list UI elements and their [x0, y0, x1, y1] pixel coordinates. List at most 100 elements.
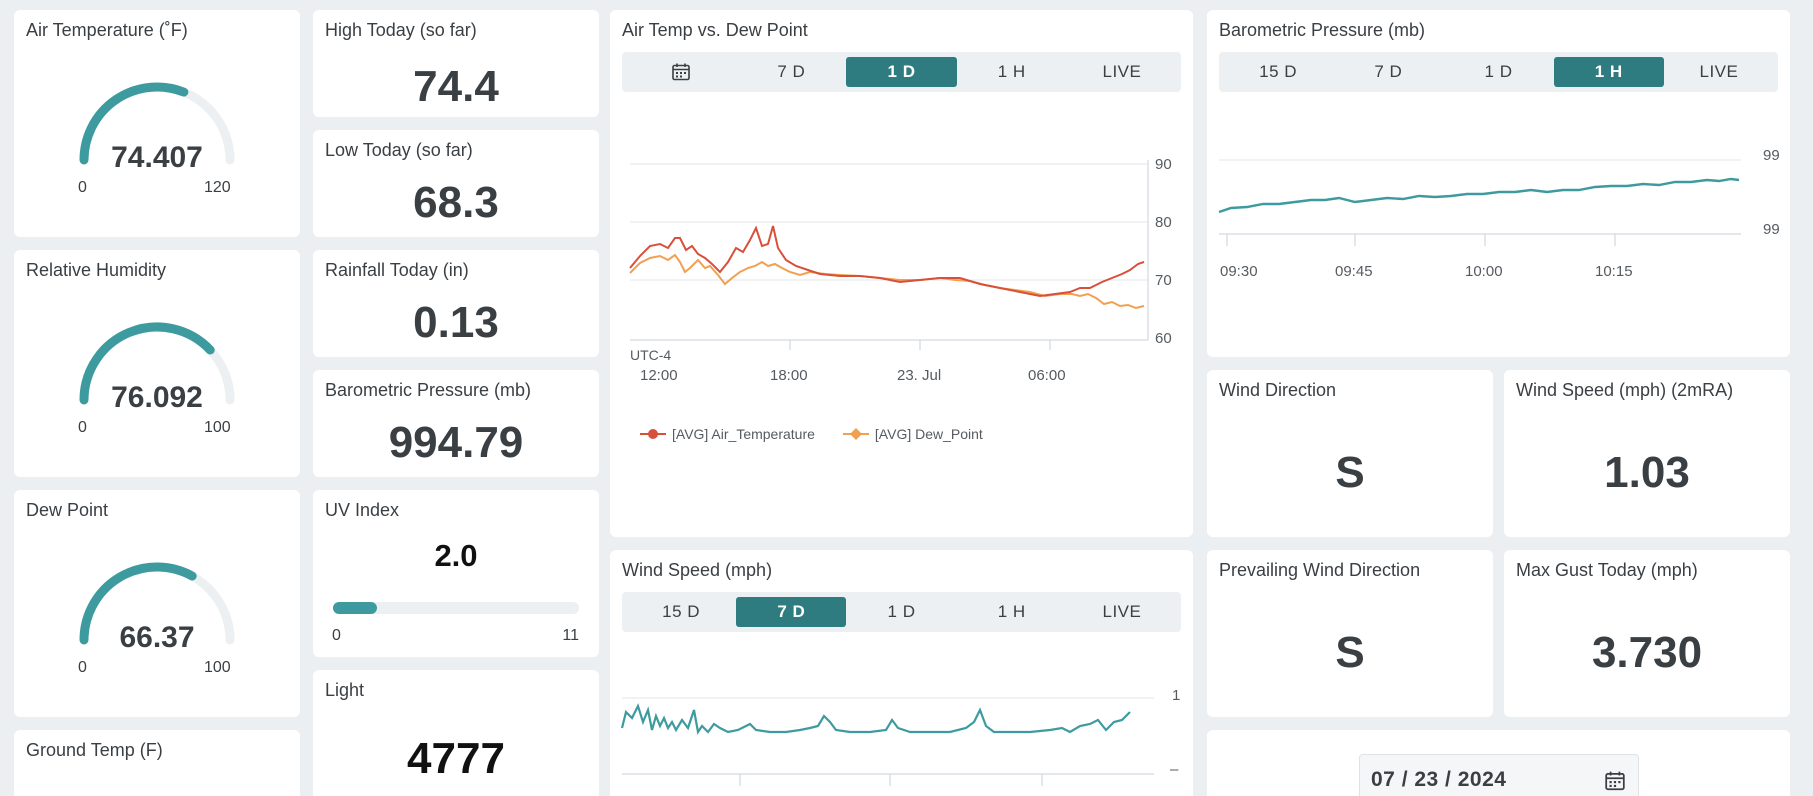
wind-direction-value: S [1335, 448, 1365, 497]
card-title: Air Temp vs. Dew Point [622, 20, 808, 40]
barometric-chart-card: Barometric Pressure (mb) 15 D 7 D 1 D 1 … [1207, 10, 1790, 357]
card-title: UV Index [325, 500, 400, 520]
tab-1h[interactable]: 1 H [997, 62, 1026, 81]
wind-direction-card: Wind Direction S [1207, 370, 1493, 537]
x-tick-label: 09:45 [1335, 263, 1373, 280]
gauge-arc [79, 82, 235, 165]
gauge-arc [79, 562, 235, 645]
card-title: Light [325, 680, 365, 700]
wind-speed-plot: 1 – [620, 687, 1180, 786]
gauge-arc [79, 322, 235, 405]
tab-1d[interactable]: 1 D [887, 602, 916, 621]
prevailing-wind-card: Prevailing Wind Direction S [1207, 550, 1493, 717]
card-title: Ground Temp (F) [26, 740, 163, 760]
x-tick-label: 06:00 [1028, 367, 1066, 384]
y-tick-label: 80 [1155, 214, 1172, 231]
wind-speed-value: 1.03 [1604, 448, 1690, 497]
card-title: Air Temperature (˚F) [26, 20, 188, 40]
air-temp-series-line [629, 225, 1145, 298]
gauge-min: 0 [78, 419, 87, 436]
gauge-value: 66.37 [119, 621, 195, 654]
card-title: Low Today (so far) [325, 140, 473, 160]
stat-value: 68.3 [413, 178, 499, 227]
max-gust-value: 3.730 [1591, 628, 1703, 677]
tab-1d[interactable]: 1 D [1484, 62, 1513, 81]
calendar-icon [672, 63, 690, 81]
dew-point-series-line [629, 253, 1145, 310]
stat-card-rainfall-today: Rainfall Today (in) 0.13 [313, 250, 599, 357]
uv-index-card: UV Index 2.0 0 11 [313, 490, 599, 657]
stat-card-high-today: High Today (so far) 74.4 [313, 10, 599, 117]
x-tick-label: 18:00 [770, 367, 808, 384]
stat-value: 994.79 [388, 418, 524, 467]
light-value: 4777 [407, 734, 505, 783]
air-chart-range-tabs: 7 D 1 D 1 H LIVE [622, 52, 1181, 92]
tab-calendar[interactable] [626, 57, 736, 87]
legend-label: [AVG] Air_Temperature [672, 426, 815, 442]
card-title: Barometric Pressure (mb) [325, 380, 532, 400]
y-tick-label: 99 [1763, 221, 1780, 238]
uv-max: 11 [562, 627, 579, 644]
ground-temp-card: Ground Temp (F) [14, 730, 300, 796]
date-input[interactable]: 07 / 23 / 2024 [1359, 754, 1639, 796]
wind-speed-card: Wind Speed (mph) (2mRA) 1.03 [1504, 370, 1790, 537]
y-tick-label: 1 [1172, 687, 1180, 704]
gauge-max: 100 [204, 419, 231, 436]
tab-7d[interactable]: 7 D [1374, 62, 1403, 81]
x-tick-label: 23. Jul [897, 367, 941, 384]
card-title: Max Gust Today (mph) [1516, 560, 1698, 580]
legend-marker-circle [640, 429, 666, 439]
x-tick-label: 12:00 [640, 367, 678, 384]
date-value: 07 / 23 / 2024 [1371, 768, 1507, 791]
card-title: Wind Direction [1219, 380, 1337, 400]
wind-speed-series-line [620, 703, 1131, 735]
gauge-fill [79, 82, 189, 165]
air-temp-plot: 90 80 70 60 UTC-4 12:00 18:00 23. Jul 06… [629, 156, 1172, 384]
y-tick-label: 60 [1155, 330, 1172, 347]
stat-card-barometric-pressure: Barometric Pressure (mb) 994.79 [313, 370, 599, 477]
x-tick-label: 10:15 [1595, 263, 1633, 280]
chart-legend: [AVG] Air_Temperature [AVG] Dew_Point [640, 426, 983, 442]
y-tick-label: – [1170, 761, 1179, 778]
tab-7d[interactable]: 7 D [777, 62, 806, 81]
tab-1d[interactable]: 1 D [846, 57, 957, 87]
tab-live[interactable]: LIVE [1102, 602, 1142, 621]
legend-label: [AVG] Dew_Point [874, 426, 983, 442]
y-tick-label: 99 [1763, 147, 1780, 164]
card-title: Barometric Pressure (mb) [1219, 20, 1426, 40]
legend-marker-diamond [842, 428, 869, 440]
tab-1h[interactable]: 1 H [997, 602, 1026, 621]
legend-item-air-temperature[interactable]: [AVG] Air_Temperature [640, 426, 815, 442]
gauge-card-relative-humidity: Relative Humidity 76.092 0 100 [14, 250, 300, 477]
card-title: Wind Speed (mph) (2mRA) [1516, 380, 1734, 400]
tab-live[interactable]: LIVE [1102, 62, 1142, 81]
pressure-series-line [1218, 177, 1740, 214]
card-title: Prevailing Wind Direction [1219, 560, 1421, 580]
gauge-max: 120 [204, 179, 231, 196]
baro-chart-range-tabs: 15 D 7 D 1 D 1 H LIVE [1219, 52, 1778, 92]
uv-progress-bar [333, 602, 579, 614]
gauge-fill [79, 322, 215, 405]
y-tick-label: 70 [1155, 272, 1172, 289]
timezone-label: UTC-4 [630, 347, 671, 363]
uv-min: 0 [332, 627, 341, 644]
date-picker-card: 07 / 23 / 2024 [1207, 730, 1790, 796]
calendar-icon[interactable] [1604, 770, 1626, 792]
tab-1h[interactable]: 1 H [1553, 57, 1664, 87]
max-gust-card: Max Gust Today (mph) 3.730 [1504, 550, 1790, 717]
tab-7d[interactable]: 7 D [736, 597, 847, 627]
stat-value: 74.4 [413, 62, 499, 111]
card-title: Rainfall Today (in) [325, 260, 469, 280]
uv-value: 2.0 [434, 538, 478, 573]
tab-live[interactable]: LIVE [1699, 62, 1739, 81]
tab-15d[interactable]: 15 D [662, 602, 701, 621]
gauge-card-air-temperature: Air Temperature (˚F) 74.407 0 120 [14, 10, 300, 237]
gauge-min: 0 [78, 659, 87, 676]
card-title: Dew Point [26, 500, 109, 520]
gauge-value: 76.092 [111, 381, 203, 414]
tab-15d[interactable]: 15 D [1259, 62, 1298, 81]
light-card: Light 4777 [313, 670, 599, 796]
prevailing-wind-value: S [1335, 628, 1365, 677]
legend-item-dew-point[interactable]: [AVG] Dew_Point [842, 426, 983, 442]
uv-progress-fill [333, 602, 378, 614]
